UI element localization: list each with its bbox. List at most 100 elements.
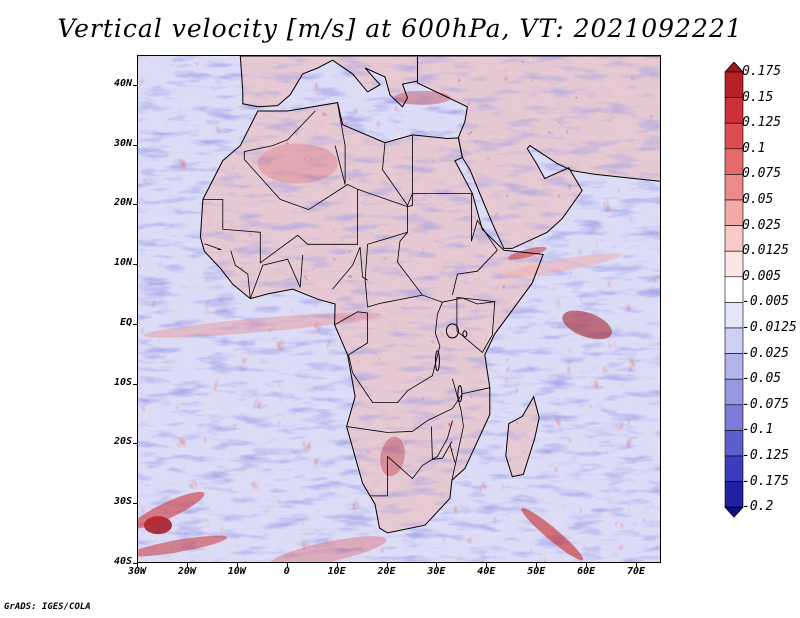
longitude-label: 40E (477, 566, 496, 577)
gulf-aden-band (507, 246, 547, 260)
country-border (230, 250, 251, 299)
latitude-tick (133, 563, 137, 564)
latitude-label: 40S (113, 556, 132, 567)
colorbar-underflow-arrow (724, 506, 744, 518)
latitude-tick (133, 443, 137, 445)
colorbar-swatch (724, 404, 744, 431)
colorbar-swatch (724, 430, 744, 457)
colorbar-label: -0.175 (742, 473, 789, 489)
lake-outline (457, 385, 463, 403)
colorbar-swatch (724, 199, 744, 226)
colorbar-label: -0.05 (742, 371, 782, 387)
country-border (407, 134, 413, 207)
longitude-label: 10W (227, 566, 246, 577)
europe-coastline (239, 56, 418, 108)
colorbar-label: 0.075 (742, 166, 782, 182)
colorbar-swatch (724, 302, 744, 329)
colorbar-swatch (724, 225, 744, 252)
latitude-label: 30S (113, 496, 132, 508)
vertical-velocity-field (138, 56, 660, 562)
colorbar-label: 0.005 (742, 268, 782, 284)
sahara-ascent (257, 143, 338, 184)
map-title: Vertical velocity [m/s] at 600hPa, VT: 2… (57, 14, 743, 43)
country-border (346, 387, 490, 433)
lake-outline (445, 323, 459, 339)
latitude-label: 40N (113, 77, 132, 89)
colorbar-swatch (724, 378, 744, 406)
lake-outline (434, 350, 440, 372)
grads-credit: GrADS: IGES/COLA (4, 602, 91, 612)
africa-coastline (199, 102, 544, 534)
latitude-tick (133, 503, 137, 505)
map-plot-area[interactable] (137, 55, 661, 563)
colorbar-swatch (724, 97, 744, 124)
southwest-cyclone-band (138, 535, 228, 557)
longitude-tick (636, 563, 638, 567)
longitude-label: 0 (283, 566, 290, 577)
longitude-label: 30E (427, 566, 446, 577)
colorbar-label: 0.1 (742, 140, 766, 156)
latitude-tick (133, 383, 137, 385)
indian-ocean-rainband (562, 310, 612, 340)
colorbar-label: -0.125 (742, 448, 789, 463)
country-border (387, 420, 453, 480)
colorbar-label: 0.175 (742, 64, 782, 79)
latitude-label: 20N (113, 197, 132, 209)
colorbar-label: 0.125 (742, 115, 782, 131)
colorbar-swatch (724, 148, 744, 175)
latitude-tick (133, 204, 137, 206)
colorbar-swatch (724, 174, 744, 201)
country-border (397, 205, 495, 303)
colorbar-swatch (724, 250, 744, 278)
longitude-label: 10E (327, 566, 346, 577)
country-border (451, 378, 464, 481)
longitude-tick (536, 563, 538, 567)
colorbar-label: 0.025 (742, 217, 782, 233)
mediterranean-ascent (394, 90, 451, 105)
longitude-tick (137, 563, 138, 567)
lake-outline (462, 330, 468, 338)
colorbar-swatch (724, 455, 744, 482)
south-atlantic-band (268, 536, 387, 562)
country-border (382, 142, 408, 206)
latitude-label: 10N (113, 257, 132, 269)
latitude-tick (133, 144, 137, 146)
colorbar-label: -0.005 (742, 294, 789, 310)
colorbar-swatch (724, 353, 744, 380)
ascent-hotspots (138, 90, 622, 562)
arabian-sea-band (503, 253, 622, 278)
longitude-tick (236, 563, 238, 567)
country-border (452, 193, 498, 296)
madagascar-coastline (505, 395, 540, 478)
longitude-label: 30W (127, 566, 147, 577)
longitude-tick (436, 563, 438, 567)
longitude-label: 60E (577, 566, 596, 577)
latitude-tick (133, 84, 137, 86)
country-outlines (199, 56, 660, 534)
colorbar-label: -0.2 (742, 499, 774, 515)
longitude-label: 20E (377, 566, 396, 577)
latitude-label: 30N (113, 137, 132, 149)
longitude-tick (336, 563, 338, 567)
longitude-tick (586, 563, 588, 567)
longitude-label: 20W (177, 566, 196, 577)
colorbar-overflow-arrow (724, 62, 744, 73)
country-border (370, 456, 388, 497)
country-border (249, 254, 304, 299)
longitude-tick (386, 563, 388, 567)
colorbar-label: 0.05 (742, 192, 774, 207)
colorbar-label: -0.0125 (742, 320, 797, 335)
longitude-tick (286, 563, 288, 567)
colorbar-swatch (724, 327, 744, 354)
latitude-label: 10S (113, 376, 132, 388)
country-border (243, 110, 316, 160)
colorbar-label: -0.1 (742, 422, 774, 438)
colorbar-swatch (724, 71, 744, 98)
country-border (449, 444, 456, 463)
country-border (202, 189, 358, 264)
latitude-tick (133, 323, 137, 325)
country-border (334, 103, 346, 185)
longitude-tick (186, 563, 188, 567)
colorbar-label: -0.025 (742, 345, 789, 361)
southeast-band (521, 507, 584, 561)
